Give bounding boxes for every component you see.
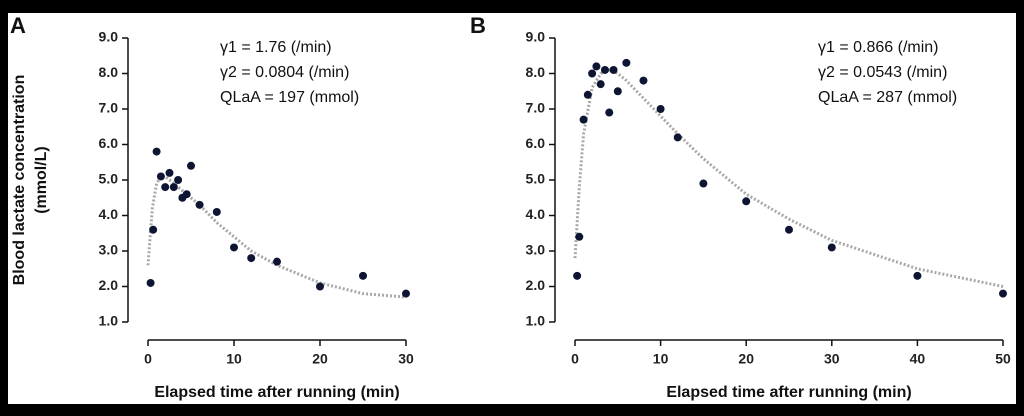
x-tick-label: 10 [226, 351, 242, 367]
data-point [913, 271, 922, 280]
x-tick-label: 40 [910, 351, 926, 367]
data-point [605, 108, 614, 117]
x-tick-label: 30 [824, 351, 840, 367]
figure-background [8, 13, 1016, 404]
y-tick-label: 1.0 [526, 313, 546, 329]
y-tick-label: 7.0 [526, 100, 546, 116]
y-tick-label: 2.0 [526, 277, 546, 293]
y-tick-label: 6.0 [99, 135, 119, 151]
data-point [588, 69, 597, 78]
data-point [316, 282, 324, 291]
annotation: γ2 = 0.0804 (/min) [220, 64, 349, 81]
data-point [827, 243, 836, 252]
y-tick-label: 2.0 [99, 277, 119, 293]
annotation: γ2 = 0.0543 (/min) [818, 64, 947, 81]
y-tick-label: 6.0 [526, 135, 546, 151]
data-point [613, 87, 622, 96]
y-tick-label: 5.0 [99, 171, 119, 187]
y-tick-label: 9.0 [99, 29, 119, 45]
data-point [600, 65, 609, 74]
data-point [156, 172, 165, 181]
data-point [169, 183, 178, 192]
data-point [273, 257, 281, 266]
data-point [583, 90, 592, 99]
data-point [785, 225, 793, 234]
y-tick-label: 8.0 [99, 64, 119, 80]
data-point [592, 62, 601, 71]
data-point [247, 254, 256, 263]
data-point [174, 176, 183, 184]
data-point [182, 190, 191, 199]
data-point [146, 278, 155, 287]
y-tick-label: 7.0 [99, 100, 119, 116]
y-axis-label: Blood lactate concentration [11, 75, 28, 286]
data-point [609, 65, 618, 74]
data-point [575, 232, 584, 241]
data-point [596, 80, 605, 89]
y-tick-label: 9.0 [526, 29, 546, 45]
data-point [622, 58, 631, 67]
data-point [656, 105, 665, 113]
x-tick-label: 20 [312, 351, 328, 367]
data-point [699, 179, 708, 188]
data-point [165, 168, 174, 177]
data-point [359, 271, 367, 280]
y-axis-label: (mmol/L) [33, 146, 50, 214]
data-point [230, 243, 238, 252]
annotation: γ1 = 0.866 (/min) [818, 39, 939, 56]
data-point [742, 197, 751, 206]
y-tick-label: 4.0 [99, 206, 119, 222]
x-tick-label: 10 [653, 351, 669, 367]
x-tick-label: 50 [995, 351, 1011, 367]
x-tick-label: 20 [738, 351, 754, 367]
fit-curve [146, 175, 407, 299]
data-point [579, 115, 588, 124]
x-axis-label: Elapsed time after running (min) [154, 384, 399, 401]
x-tick-label: 30 [398, 351, 414, 367]
data-point [152, 147, 161, 156]
data-point [149, 225, 158, 234]
y-tick-label: 8.0 [526, 64, 546, 80]
y-tick-label: 4.0 [526, 206, 546, 222]
data-point [161, 183, 170, 192]
annotation: γ1 = 1.76 (/min) [220, 39, 332, 56]
panel-label: A [10, 13, 26, 38]
x-tick-label: 0 [571, 351, 579, 367]
data-point [573, 271, 582, 280]
data-point [402, 289, 410, 298]
data-point [999, 289, 1007, 298]
fit-curve [573, 68, 1004, 288]
y-tick-label: 3.0 [526, 242, 546, 258]
x-tick-label: 0 [144, 351, 152, 367]
data-point [673, 133, 682, 142]
x-axis-label: Elapsed time after running (min) [666, 384, 911, 401]
y-tick-label: 3.0 [99, 242, 119, 258]
annotation: QLaA = 287 (mmol) [818, 89, 957, 106]
y-tick-label: 1.0 [99, 313, 119, 329]
data-point [195, 200, 204, 209]
y-tick-label: 5.0 [526, 171, 546, 187]
panel-label: B [470, 13, 486, 38]
data-point [639, 76, 648, 85]
data-point [212, 207, 221, 216]
annotation: QLaA = 197 (mmol) [220, 89, 359, 106]
data-point [187, 161, 195, 170]
